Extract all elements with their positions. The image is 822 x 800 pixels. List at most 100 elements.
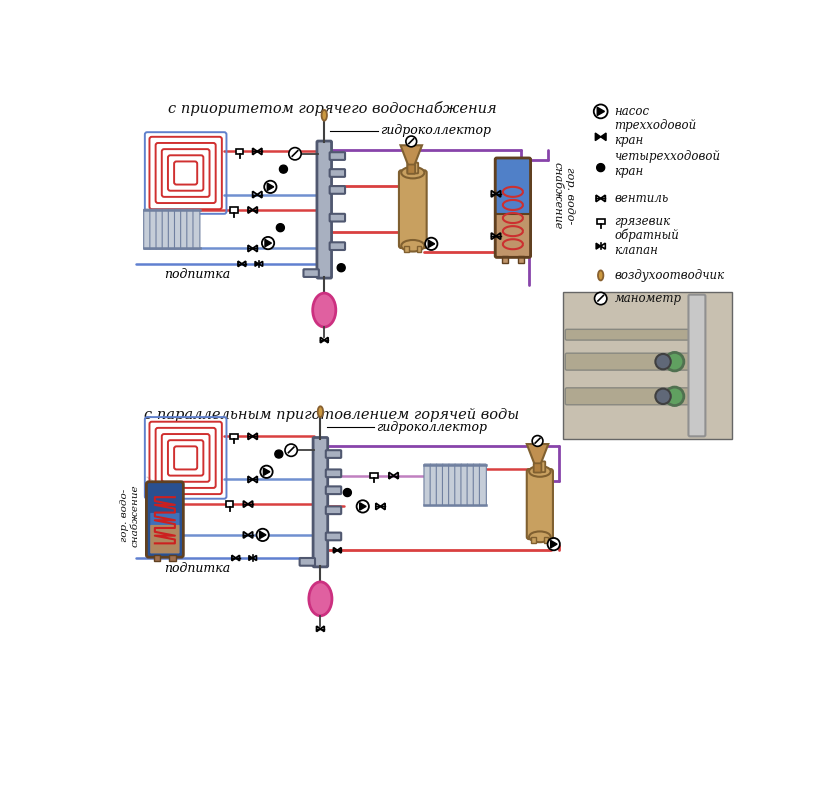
Ellipse shape	[321, 110, 327, 121]
FancyBboxPatch shape	[156, 209, 163, 250]
Polygon shape	[598, 168, 603, 172]
FancyBboxPatch shape	[303, 270, 319, 277]
Ellipse shape	[529, 531, 551, 542]
Text: гидроколлектор: гидроколлектор	[376, 421, 487, 434]
Polygon shape	[263, 468, 270, 475]
FancyBboxPatch shape	[404, 246, 409, 252]
Circle shape	[261, 466, 273, 478]
Ellipse shape	[529, 466, 551, 477]
FancyBboxPatch shape	[408, 162, 418, 174]
Circle shape	[256, 529, 269, 541]
Polygon shape	[280, 225, 284, 230]
Polygon shape	[344, 489, 350, 493]
FancyBboxPatch shape	[150, 209, 157, 250]
Polygon shape	[279, 166, 284, 172]
FancyBboxPatch shape	[326, 450, 341, 458]
FancyBboxPatch shape	[174, 209, 182, 250]
Polygon shape	[344, 490, 348, 495]
FancyBboxPatch shape	[518, 256, 524, 262]
FancyBboxPatch shape	[144, 209, 150, 250]
FancyBboxPatch shape	[317, 141, 331, 278]
FancyBboxPatch shape	[442, 464, 450, 506]
FancyBboxPatch shape	[162, 209, 169, 250]
FancyBboxPatch shape	[330, 169, 345, 177]
Text: насос: насос	[615, 105, 649, 118]
FancyBboxPatch shape	[533, 463, 542, 473]
Circle shape	[425, 238, 437, 250]
FancyBboxPatch shape	[527, 469, 553, 539]
FancyBboxPatch shape	[236, 149, 243, 154]
Text: с параллельным приготовлением горячей воды: с параллельным приготовлением горячей во…	[145, 408, 520, 422]
Ellipse shape	[598, 270, 603, 281]
FancyBboxPatch shape	[461, 464, 468, 506]
Circle shape	[289, 147, 301, 160]
Polygon shape	[275, 451, 279, 457]
Text: вентиль: вентиль	[615, 192, 669, 205]
Polygon shape	[596, 243, 601, 249]
Text: гор. водо-
снабжение: гор. водо- снабжение	[553, 162, 575, 230]
Text: манометр: манометр	[615, 292, 681, 305]
Circle shape	[532, 435, 543, 446]
Circle shape	[264, 181, 276, 193]
Polygon shape	[598, 107, 604, 115]
Polygon shape	[527, 444, 548, 464]
Circle shape	[262, 237, 275, 250]
Circle shape	[655, 389, 671, 404]
Text: обратный
клапан: обратный клапан	[615, 228, 680, 257]
Text: подпитка: подпитка	[164, 562, 230, 575]
FancyBboxPatch shape	[502, 256, 508, 262]
Polygon shape	[341, 265, 345, 270]
FancyBboxPatch shape	[326, 533, 341, 540]
Circle shape	[665, 353, 684, 371]
Text: грязевик: грязевик	[615, 215, 671, 228]
FancyBboxPatch shape	[326, 486, 341, 494]
FancyBboxPatch shape	[424, 464, 431, 506]
FancyBboxPatch shape	[330, 214, 345, 222]
FancyBboxPatch shape	[150, 525, 179, 554]
Polygon shape	[337, 265, 341, 270]
Polygon shape	[260, 531, 266, 538]
FancyBboxPatch shape	[330, 242, 345, 250]
Text: гидроколлектор: гидроколлектор	[380, 124, 491, 137]
Polygon shape	[348, 490, 351, 495]
FancyBboxPatch shape	[399, 170, 427, 248]
Polygon shape	[601, 133, 606, 141]
FancyBboxPatch shape	[299, 558, 315, 566]
FancyBboxPatch shape	[230, 434, 238, 439]
FancyBboxPatch shape	[326, 470, 341, 477]
FancyBboxPatch shape	[495, 158, 531, 214]
Polygon shape	[595, 133, 601, 141]
Polygon shape	[278, 224, 284, 228]
FancyBboxPatch shape	[330, 186, 345, 194]
FancyBboxPatch shape	[154, 555, 160, 561]
FancyBboxPatch shape	[449, 464, 455, 506]
FancyBboxPatch shape	[187, 209, 194, 250]
Polygon shape	[597, 165, 601, 170]
FancyBboxPatch shape	[479, 464, 487, 506]
FancyBboxPatch shape	[534, 462, 545, 472]
FancyBboxPatch shape	[563, 292, 732, 438]
Ellipse shape	[401, 167, 424, 178]
FancyBboxPatch shape	[597, 219, 604, 224]
FancyBboxPatch shape	[417, 246, 422, 252]
FancyBboxPatch shape	[326, 506, 341, 514]
Ellipse shape	[401, 240, 424, 251]
Polygon shape	[265, 239, 271, 246]
FancyBboxPatch shape	[436, 464, 443, 506]
FancyBboxPatch shape	[495, 211, 531, 258]
FancyBboxPatch shape	[455, 464, 462, 506]
Circle shape	[357, 500, 369, 513]
FancyBboxPatch shape	[430, 464, 437, 506]
FancyBboxPatch shape	[193, 209, 200, 250]
Polygon shape	[276, 454, 282, 458]
Circle shape	[593, 105, 607, 118]
Text: четырехходовой
кран: четырехходовой кран	[615, 150, 721, 178]
FancyBboxPatch shape	[181, 209, 187, 250]
FancyBboxPatch shape	[531, 537, 536, 543]
Polygon shape	[344, 493, 350, 497]
FancyBboxPatch shape	[543, 537, 548, 543]
FancyBboxPatch shape	[330, 152, 345, 160]
Polygon shape	[601, 165, 605, 170]
Circle shape	[406, 136, 417, 147]
Polygon shape	[279, 451, 283, 457]
